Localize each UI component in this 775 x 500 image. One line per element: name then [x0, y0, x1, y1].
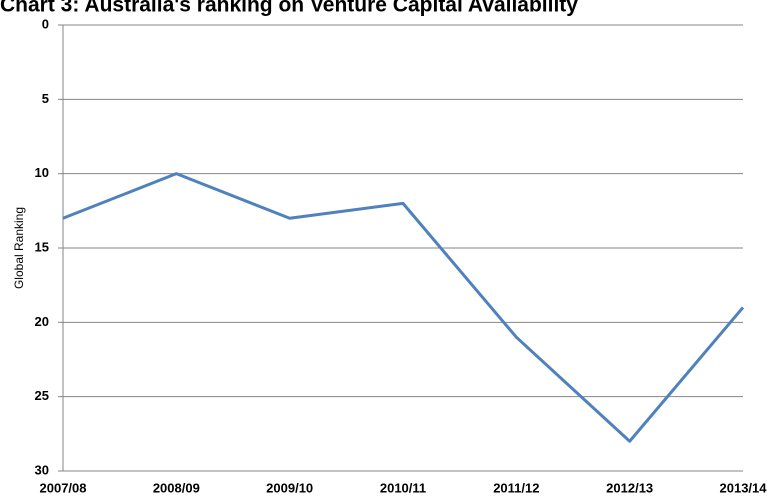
- y-tick-label: 20: [35, 314, 49, 329]
- x-tick-label: 2008/09: [153, 480, 200, 495]
- x-tick-label: 2012/13: [606, 480, 653, 495]
- y-axis-label: Global Ranking: [12, 207, 26, 289]
- x-tick-label: 2013/14: [720, 480, 768, 495]
- x-tick-label: 2011/12: [493, 480, 539, 495]
- x-tick-label: 2010/11: [380, 480, 426, 495]
- y-tick-label: 30: [35, 462, 49, 477]
- chart-title: Chart 3: Australia's ranking on Venture …: [0, 0, 578, 17]
- y-tick-label: 25: [35, 388, 49, 403]
- y-tick-label: 0: [42, 16, 49, 31]
- data-line: [62, 172, 745, 443]
- y-tick-label: 10: [35, 165, 49, 180]
- y-tick-label: 15: [35, 239, 49, 254]
- x-tick-label: 2007/08: [40, 480, 87, 495]
- x-tick-label: 2009/10: [266, 480, 313, 495]
- y-tick-label: 5: [42, 91, 49, 106]
